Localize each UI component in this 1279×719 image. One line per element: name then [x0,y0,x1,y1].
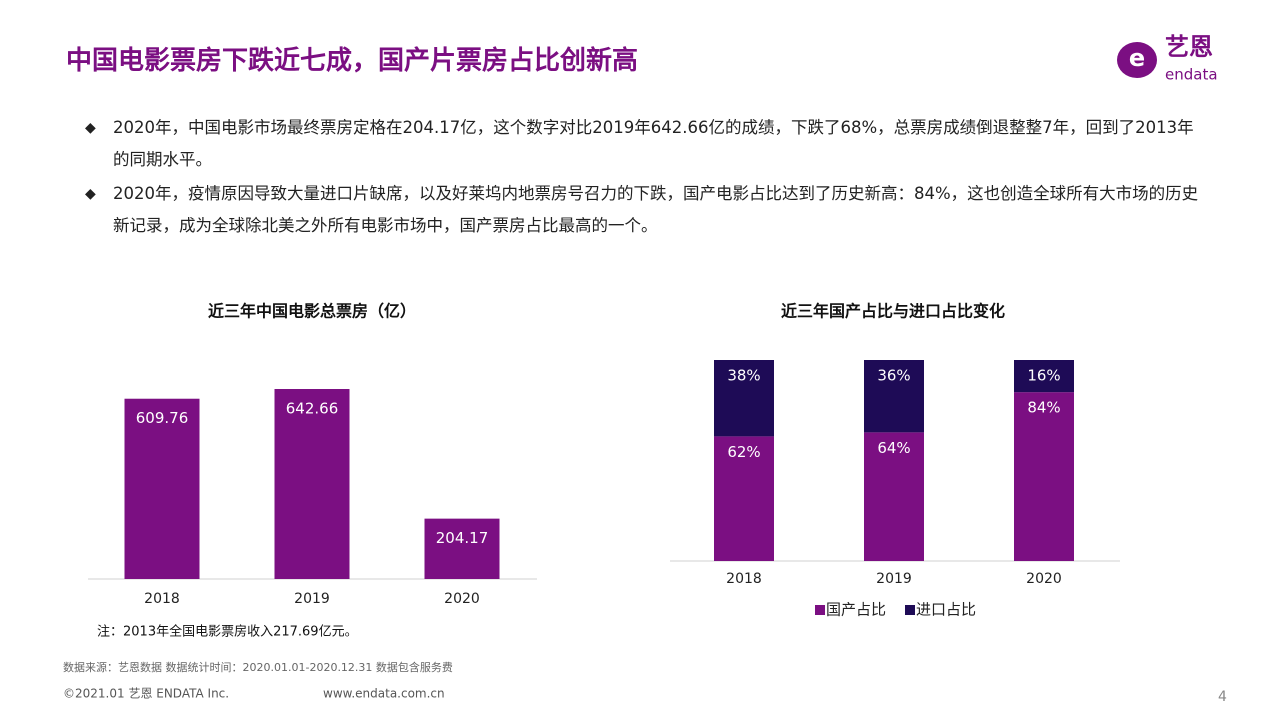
data-label: 64% [877,439,910,457]
logo: e 艺恩 endata [1117,33,1218,84]
data-label: 36% [877,367,910,385]
x-tick-label: 2018 [144,591,180,607]
bullet: ◆ 2020年，疫情原因导致大量进口片缺席，以及好莱坞内地票房号召力的下跌，国产电… [85,178,1205,242]
logo-cn: 艺恩 [1165,33,1213,61]
x-tick-label: 2018 [726,571,762,587]
data-label: 609.76 [136,409,189,427]
bar-segment [714,360,774,437]
logo-en: endata [1165,66,1218,84]
source: 数据来源：艺恩数据 数据统计时间：2020.01.01-2020.12.31 数… [63,660,453,674]
data-label: 204.17 [436,529,489,547]
x-tick-label: 2020 [1026,571,1062,587]
chart-note: 注：2013年全国电影票房收入217.69亿元。 [97,624,358,640]
logo-mark [1117,42,1157,78]
bar [424,518,500,579]
legend-swatch [905,605,915,615]
copyright: ©2021.01 艺恩 ENDATA Inc. [63,687,229,701]
legend-swatch [815,605,825,615]
bullet-text: 2020年，疫情原因导致大量进口片缺席，以及好莱坞内地票房号召力的下跌，国产电影… [113,184,1199,235]
x-tick-label: 2019 [876,571,912,587]
website: www.endata.com.cn [323,687,445,701]
bar [124,398,200,579]
bar-segment [864,360,924,433]
x-tick-label: 2019 [294,591,330,607]
data-label: 16% [1027,367,1060,385]
chart-title: 近三年国产占比与进口占比变化 [781,302,1005,321]
chart-title: 近三年中国电影总票房（亿） [208,302,416,321]
bullet: ◆ 2020年，中国电影市场最终票房定格在204.17亿，这个数字对比2019年6… [85,112,1205,176]
bullet-text: 2020年，中国电影市场最终票房定格在204.17亿，这个数字对比2019年64… [113,118,1194,169]
page-number: 4 [1218,689,1227,705]
slide-title: 中国电影票房下跌近七成，国产片票房占比创新高 [66,46,639,76]
data-label: 84% [1027,399,1060,417]
x-tick-label: 2020 [444,591,480,607]
bar [274,389,350,579]
bar-segment [714,436,774,561]
bar-segment [1014,360,1074,393]
legend-label: 国产占比 [826,601,886,619]
data-label: 62% [727,443,760,461]
logo-e: e [1129,44,1145,72]
data-label: 642.66 [286,400,339,418]
data-label: 38% [727,367,760,385]
legend-label: 进口占比 [916,601,976,619]
bar-segment [864,432,924,561]
bar-segment [1014,392,1074,561]
